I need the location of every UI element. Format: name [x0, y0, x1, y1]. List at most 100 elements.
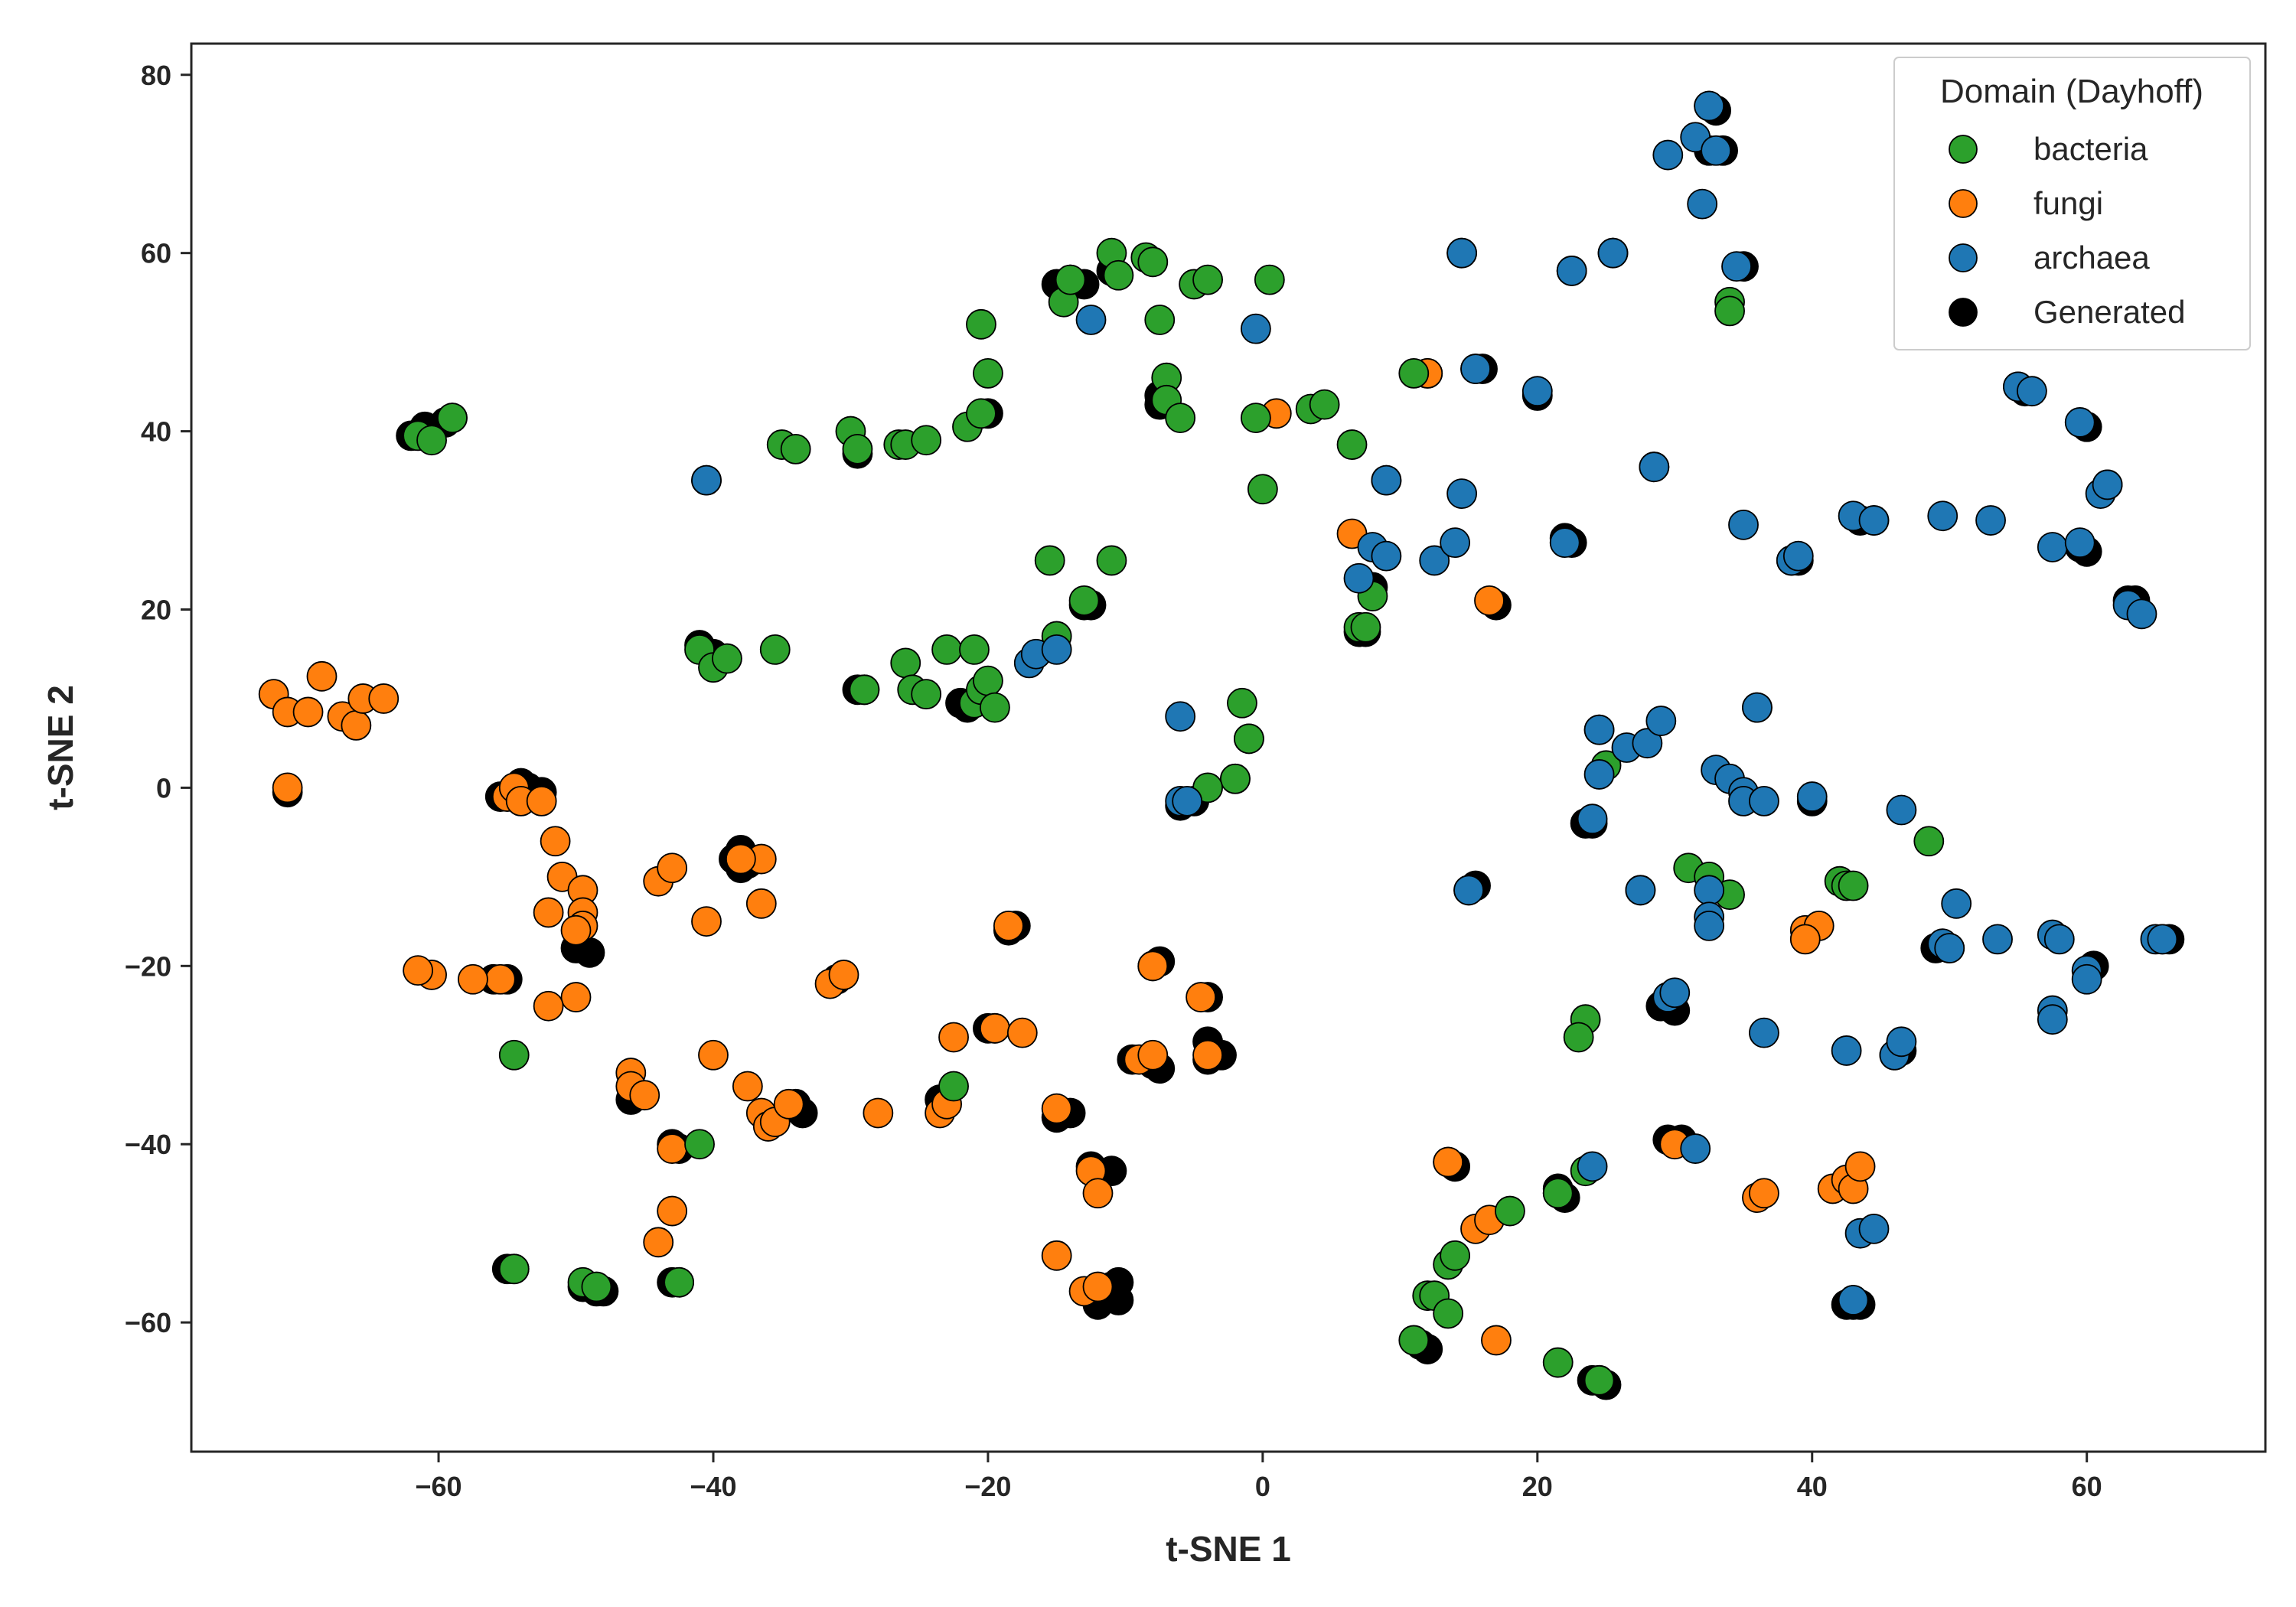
point-fungi [1137, 1039, 1169, 1071]
legend-label-fungi: fungi [2033, 185, 2103, 221]
point-archaea [1831, 1035, 1862, 1066]
point-archaea [1343, 562, 1375, 594]
point-fungi [403, 955, 434, 986]
point-bacteria [1096, 545, 1127, 576]
scatter-points [258, 90, 2185, 1400]
point-bacteria [1542, 1178, 1574, 1209]
point-archaea [1934, 933, 1965, 963]
point-archaea [1701, 135, 1732, 166]
point-archaea [1556, 256, 1587, 286]
point-fungi [540, 826, 571, 857]
point-fungi [1186, 982, 1217, 1012]
point-archaea [1694, 90, 1725, 122]
point-bacteria [416, 425, 447, 456]
point-bacteria [1144, 305, 1176, 335]
x-tick-label: 60 [2072, 1471, 2102, 1502]
point-fungi [863, 1097, 894, 1129]
point-bacteria [780, 433, 811, 464]
point-bacteria [849, 674, 880, 706]
point-archaea [1927, 500, 1958, 532]
point-bacteria [1563, 1022, 1594, 1053]
point-archaea [1796, 781, 1828, 812]
point-fungi [1041, 1240, 1072, 1271]
point-fungi [368, 683, 400, 714]
point-archaea [1694, 875, 1725, 906]
point-archaea [1941, 888, 1972, 919]
point-archaea [1652, 139, 1684, 171]
point-archaea [1583, 759, 1615, 790]
point-fungi [725, 843, 756, 875]
point-bacteria [1913, 826, 1945, 857]
point-archaea [1782, 540, 1814, 572]
point-fungi [980, 1012, 1010, 1044]
point-bacteria [1398, 1325, 1430, 1356]
point-archaea [2064, 407, 2095, 438]
point-fungi [657, 852, 688, 884]
plot-frame [190, 42, 2267, 1453]
point-bacteria [911, 679, 942, 710]
point-bacteria [1440, 1240, 1471, 1271]
point-archaea [1975, 505, 2006, 536]
point-fungi [1789, 924, 1821, 955]
point-archaea [1577, 804, 1608, 835]
point-archaea [1625, 875, 1656, 906]
point-bacteria [437, 403, 468, 434]
point-bacteria [1714, 295, 1745, 327]
legend-label-bacteria: bacteria [2033, 131, 2148, 167]
point-fungi [272, 772, 303, 804]
point-fungi [1041, 1093, 1072, 1124]
point-bacteria [966, 398, 996, 429]
point-archaea [1577, 1151, 1608, 1182]
point-archaea [1371, 540, 1402, 572]
point-archaea [1041, 634, 1072, 665]
point-archaea [1583, 714, 1615, 745]
point-archaea [2037, 532, 2068, 562]
point-bacteria [664, 1266, 695, 1298]
point-fungi [1006, 1017, 1038, 1048]
point-archaea [1721, 251, 1752, 282]
point-bacteria [1350, 611, 1381, 643]
point-fungi [657, 1133, 688, 1164]
point-archaea [1680, 1133, 1711, 1164]
legend-label-archaea: archaea [2033, 240, 2150, 275]
point-bacteria [684, 1129, 715, 1160]
point-fungi [306, 660, 338, 692]
point-archaea [1639, 451, 1670, 483]
y-tick-label: −20 [125, 950, 171, 982]
point-fungi [828, 960, 859, 990]
point-archaea [1886, 794, 1917, 826]
y-tick-label: −40 [125, 1129, 171, 1160]
y-tick-label: −60 [125, 1307, 171, 1338]
point-bacteria [498, 1253, 530, 1285]
point-bacteria [931, 634, 962, 665]
point-fungi [1844, 1151, 1876, 1182]
point-bacteria [1227, 687, 1257, 719]
point-bacteria [1254, 264, 1285, 295]
point-bacteria [890, 647, 921, 679]
point-bacteria [980, 692, 1010, 723]
point-bacteria [1234, 723, 1264, 755]
point-bacteria [759, 634, 791, 665]
x-tick-label: 0 [1255, 1471, 1270, 1502]
y-axis-label: t-SNE 2 [41, 685, 80, 810]
y-tick-label: 20 [141, 594, 171, 625]
point-archaea [1742, 692, 1773, 723]
point-bacteria [1137, 246, 1169, 278]
point-archaea [1728, 509, 1759, 540]
axis-ticks: −60 −40 −20 0 20 40 60 −60 −40 −20 0 20 40 60 80 [125, 60, 2102, 1502]
point-fungi [993, 911, 1024, 941]
point-bacteria [1495, 1195, 1525, 1227]
point-archaea [1240, 313, 1271, 344]
point-archaea [1694, 911, 1725, 941]
point-bacteria [1247, 474, 1278, 505]
point-fungi [732, 1071, 763, 1102]
x-tick-label: −20 [964, 1471, 1011, 1502]
point-archaea [2126, 598, 2157, 630]
point-archaea [1549, 527, 1580, 559]
legend-entries: bacteria fungi archaea Generated [1949, 131, 2185, 330]
point-bacteria [581, 1271, 612, 1302]
point-archaea [1749, 785, 1779, 817]
point-bacteria [1034, 545, 1065, 576]
point-archaea [1453, 875, 1484, 906]
